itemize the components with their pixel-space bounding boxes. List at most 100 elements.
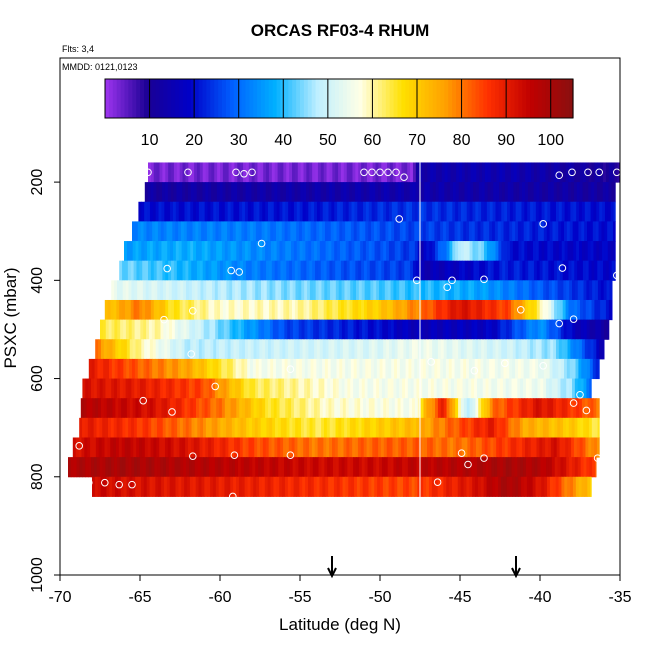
heatmap-cell xyxy=(574,280,579,301)
heatmap-cell xyxy=(353,280,357,301)
heatmap-cell xyxy=(189,319,193,340)
heatmap-cell xyxy=(283,260,287,281)
heatmap-cell xyxy=(566,280,570,301)
heatmap-cell xyxy=(409,398,413,419)
heatmap-cell xyxy=(483,221,487,242)
heatmap-cell xyxy=(479,417,483,438)
heatmap-cell xyxy=(322,221,326,242)
heatmap-cell xyxy=(431,358,435,380)
heatmap-cell xyxy=(486,241,491,262)
heatmap-row xyxy=(92,476,592,497)
heatmap-cell xyxy=(573,182,578,203)
heatmap-cell xyxy=(467,260,472,281)
heatmap-cell xyxy=(224,358,228,380)
heatmap-cell xyxy=(124,339,128,360)
heatmap-cell xyxy=(436,280,441,301)
heatmap-cell xyxy=(353,457,357,478)
heatmap-cell xyxy=(323,299,328,321)
heatmap-cell xyxy=(579,241,583,262)
heatmap-cell xyxy=(428,378,432,399)
heatmap-cell xyxy=(218,476,223,497)
heatmap-cell xyxy=(334,201,338,222)
heatmap-cell xyxy=(436,162,440,183)
heatmap-cell xyxy=(151,319,156,340)
heatmap-cell xyxy=(257,417,262,438)
heatmap-cell xyxy=(258,358,263,380)
heatmap-cell xyxy=(397,339,401,360)
heatmap-cell xyxy=(433,417,437,438)
heatmap-cell xyxy=(597,280,602,301)
heatmap-cell xyxy=(148,378,153,399)
heatmap-cell xyxy=(574,378,579,399)
heatmap-cell xyxy=(538,241,543,262)
heatmap-cell xyxy=(422,378,426,399)
heatmap-cell xyxy=(193,241,197,262)
heatmap-cell xyxy=(185,182,189,203)
heatmap-cell xyxy=(298,457,302,478)
heatmap-cell xyxy=(528,457,533,478)
heatmap-cell xyxy=(308,437,313,458)
heatmap-cell xyxy=(139,437,143,458)
heatmap-cell xyxy=(334,437,339,458)
heatmap-cell xyxy=(254,260,258,281)
heatmap-cell xyxy=(264,221,268,242)
heatmap-cell xyxy=(439,319,444,340)
heatmap-cell xyxy=(507,241,511,262)
heatmap-cell xyxy=(407,378,412,399)
heatmap-cell xyxy=(580,280,585,301)
heatmap-cell xyxy=(232,221,237,242)
heatmap-cell xyxy=(421,162,425,183)
heatmap-cell xyxy=(475,201,479,222)
sample-marker xyxy=(569,315,578,323)
colorbar-cell xyxy=(132,79,137,118)
heatmap-cell xyxy=(543,280,547,301)
colorbar-cell xyxy=(218,79,223,118)
heatmap-cell xyxy=(410,457,415,478)
heatmap-cell xyxy=(233,398,237,419)
heatmap-cell xyxy=(421,182,425,203)
heatmap-cell xyxy=(173,162,178,183)
heatmap-cell xyxy=(384,417,388,438)
heatmap-cell xyxy=(320,182,324,203)
heatmap-cell xyxy=(284,378,288,399)
heatmap-cell xyxy=(312,417,316,438)
heatmap-cell xyxy=(171,260,175,281)
heatmap-cell xyxy=(581,339,586,360)
heatmap-cell xyxy=(496,182,500,203)
heatmap-cell xyxy=(331,201,335,222)
heatmap-cell xyxy=(201,398,206,419)
colorbar-cell xyxy=(136,79,141,118)
heatmap-cell xyxy=(247,476,251,497)
heatmap-cell xyxy=(255,378,259,399)
sample-marker xyxy=(105,555,114,564)
heatmap-cell xyxy=(529,221,533,242)
heatmap-cell xyxy=(326,162,330,183)
heatmap-cell xyxy=(147,437,152,458)
heatmap-cell xyxy=(492,358,496,380)
heatmap-cell xyxy=(517,358,522,380)
heatmap-cell xyxy=(398,182,402,203)
heatmap-cell xyxy=(420,339,425,360)
heatmap-cell xyxy=(288,398,292,419)
heatmap-cell xyxy=(332,162,336,183)
heatmap-cell xyxy=(512,201,517,222)
heatmap-cell xyxy=(363,398,367,419)
heatmap-cell xyxy=(362,476,367,497)
heatmap-cell xyxy=(425,378,429,399)
heatmap-cell xyxy=(569,457,573,478)
heatmap-cell xyxy=(372,417,377,438)
heatmap-cell xyxy=(134,319,138,340)
heatmap-cell xyxy=(176,182,180,203)
heatmap-cell xyxy=(209,221,214,242)
heatmap-cell xyxy=(116,280,121,301)
heatmap-cell xyxy=(179,162,184,183)
heatmap-cell xyxy=(325,339,329,360)
heatmap-cell xyxy=(237,378,242,399)
heatmap-cell xyxy=(304,358,309,380)
heatmap-cell xyxy=(179,437,183,458)
heatmap-cell xyxy=(390,378,394,399)
heatmap-cell xyxy=(257,260,261,281)
heatmap-cell xyxy=(455,398,459,419)
heatmap-cell xyxy=(280,299,284,321)
heatmap-cell xyxy=(294,260,299,281)
